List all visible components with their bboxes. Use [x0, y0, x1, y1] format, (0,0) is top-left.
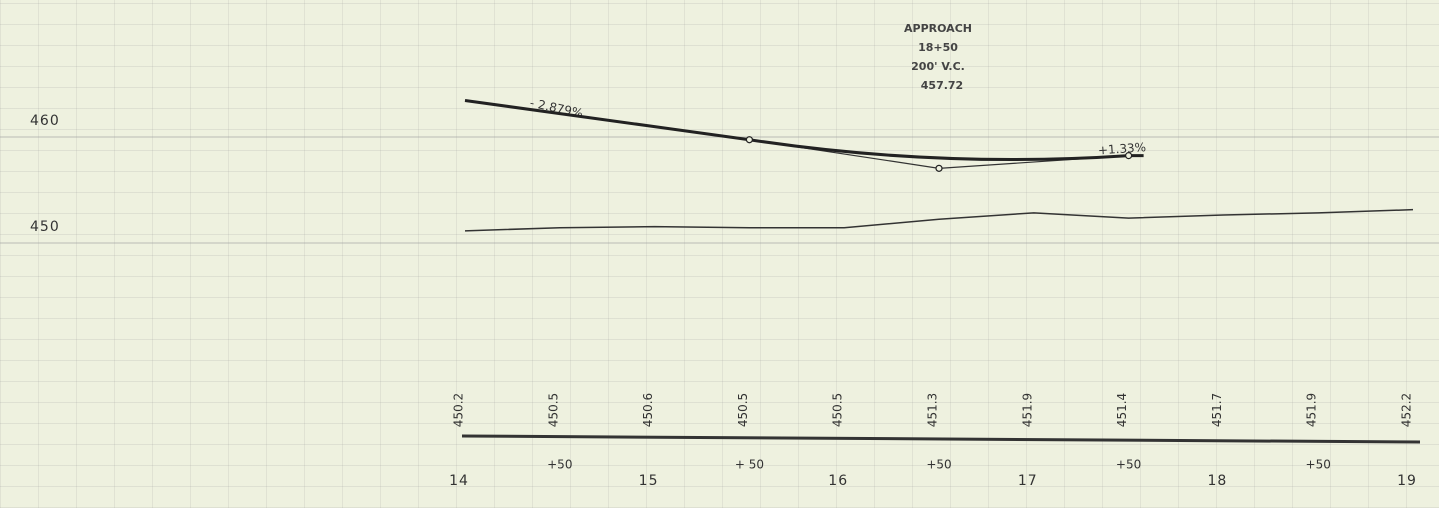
approach-elevation: 457.72	[921, 79, 963, 92]
grade-point	[935, 164, 943, 172]
ground-elevation-label: 450.2	[452, 393, 466, 427]
vertical-curve	[464, 99, 1144, 162]
plus-label: +50	[926, 458, 951, 472]
station-label: 18	[1207, 473, 1227, 489]
plus-label: +50	[1306, 458, 1331, 472]
ground-elevation-label: 450.6	[641, 393, 655, 427]
ground-elevation-label: 452.2	[1400, 393, 1414, 427]
station-label: 14	[449, 473, 469, 489]
grade-point	[1124, 152, 1133, 160]
approach-station: 18+50	[918, 41, 958, 54]
ground-elevation-label: 450.5	[831, 393, 845, 427]
plus-label: +50	[1116, 458, 1141, 472]
ground-elevation-label: 450.5	[736, 393, 750, 427]
station-label: 19	[1397, 473, 1417, 489]
ground-elevation-label: 451.7	[1210, 393, 1224, 427]
ground-elevation-label: 451.9	[1305, 393, 1319, 427]
ground-elevation-label: 451.4	[1115, 393, 1129, 427]
ground-elevation-label: 451.9	[1020, 393, 1034, 427]
station-label: 17	[1018, 473, 1038, 489]
ground-elevation-label: 450.5	[546, 393, 560, 427]
station-label: 15	[639, 473, 659, 489]
grade-right: +1.33%	[1097, 140, 1146, 157]
ground-elevation-label: 451.3	[926, 393, 940, 427]
plus-label: + 50	[735, 458, 764, 472]
grade-point	[745, 136, 754, 144]
station-label: 16	[828, 473, 848, 489]
elevation-label: 450	[30, 219, 60, 235]
approach-title: APPROACH	[904, 22, 972, 35]
plus-label: +50	[547, 458, 572, 472]
station-baseline	[461, 434, 1421, 444]
elevation-label: 460	[30, 113, 60, 129]
ground-line	[464, 208, 1414, 232]
approach-curve: 200' V.C.	[911, 60, 965, 73]
